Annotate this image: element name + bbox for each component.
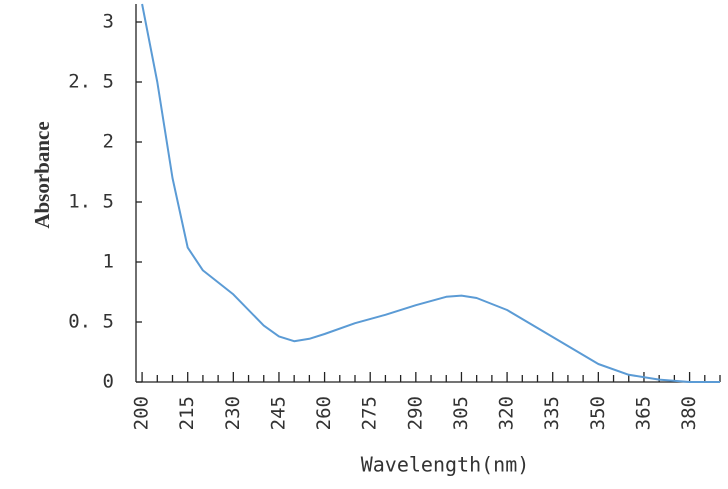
- x-tick-label: 260: [313, 396, 335, 430]
- x-tick-label: 365: [632, 396, 654, 430]
- y-tick-label: 3: [103, 11, 114, 33]
- y-tick-label: 2. 5: [68, 71, 114, 93]
- y-tick-label: 1. 5: [68, 191, 114, 213]
- data-line: [141, 3, 720, 383]
- x-tick-label: 335: [541, 396, 563, 430]
- x-tick-label: 215: [176, 396, 198, 430]
- x-tick-label: 230: [222, 396, 244, 430]
- y-tick-label: 0. 5: [68, 311, 114, 333]
- y-tick-label: 2: [103, 131, 114, 153]
- y-tick-label: 1: [103, 251, 114, 273]
- x-tick-label: 245: [267, 396, 289, 430]
- x-tick-label: 350: [587, 396, 609, 430]
- x-tick-label: 275: [359, 396, 381, 430]
- y-tick-label: 0: [103, 371, 114, 393]
- x-tick-label: 290: [404, 396, 426, 430]
- x-tick-label: 320: [496, 396, 518, 430]
- y-axis-title: Absorbance: [30, 121, 54, 228]
- x-tick-label: 200: [131, 396, 153, 430]
- x-tick-label: 380: [678, 396, 700, 430]
- x-axis-title: Wavelength(nm): [361, 453, 530, 477]
- x-tick-label: 305: [450, 396, 472, 430]
